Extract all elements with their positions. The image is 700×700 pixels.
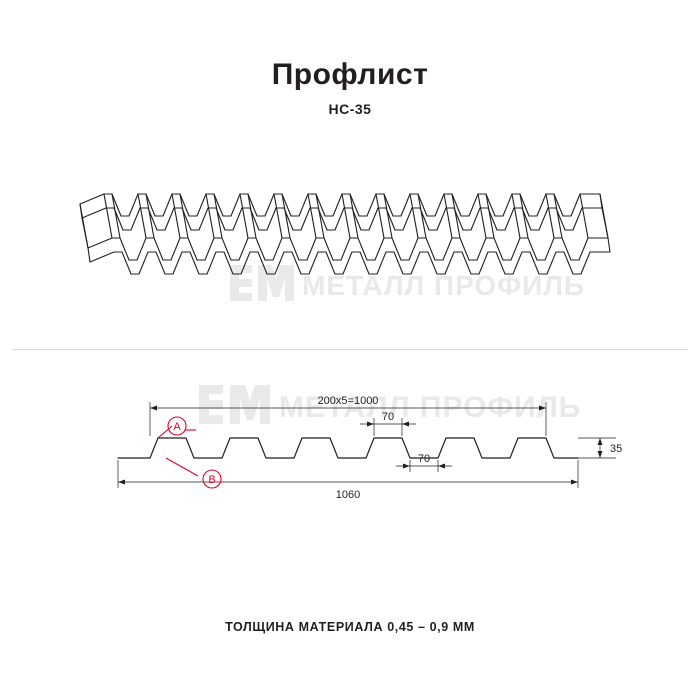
callout-b-label: B [208,474,215,486]
callout-a-label: A [173,421,181,433]
material-thickness-note: ТОЛЩИНА МАТЕРИАЛА 0,45 – 0,9 ММ [225,620,475,634]
page-title: Профлист [271,58,429,91]
cross-section-view: 200x5=1000 1060 70 70 35 A B [0,380,700,510]
section-divider [12,349,688,350]
dimension-total-width: 1060 [336,489,360,501]
dimension-rib-top-width: 70 [382,411,394,423]
product-code: НС-35 [328,101,372,117]
dimension-pitch: 200x5=1000 [318,395,379,407]
dimension-rib-bottom-width: 70 [418,453,430,465]
isometric-profile-view [0,170,700,310]
dimension-height: 35 [610,443,622,455]
